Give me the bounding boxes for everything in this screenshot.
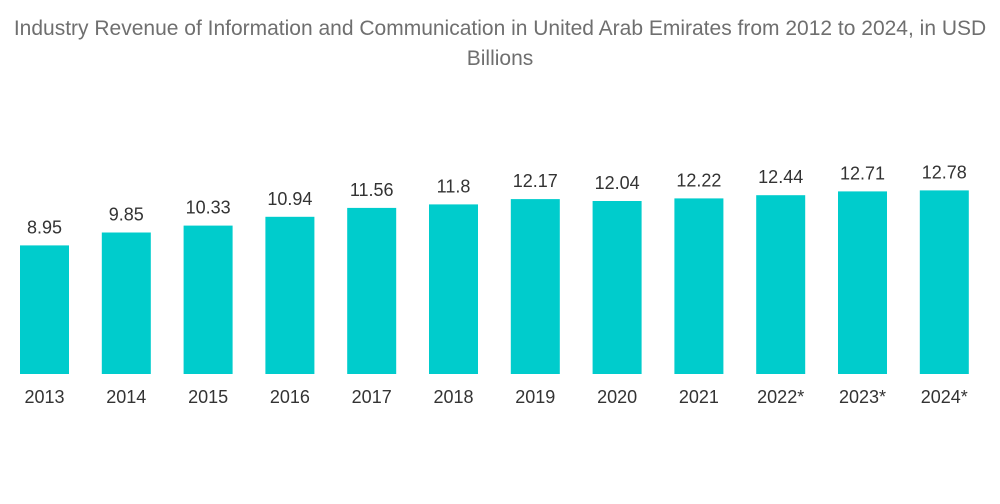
x-tick-label-2019: 2019 [515,387,555,407]
value-label-2022-forecast: 12.44 [758,167,803,187]
x-tick-label-2016: 2016 [270,387,310,407]
value-label-2020: 12.04 [595,173,640,193]
bar-2020 [592,201,642,374]
value-label-2019: 12.17 [513,171,558,191]
value-label-2016: 10.94 [267,189,312,209]
x-tick-label-2022-forecast: 2022* [757,387,804,407]
bar-2014 [101,232,151,374]
bar-2024-forecast [919,190,969,374]
x-tick-label-2017: 2017 [352,387,392,407]
value-label-2013: 8.95 [27,217,62,237]
x-tick-label-2014: 2014 [106,387,146,407]
bar-2022-forecast [756,195,806,374]
value-label-2023-forecast: 12.71 [840,163,885,183]
bar-2019 [510,199,560,374]
x-tick-label-2021: 2021 [679,387,719,407]
x-tick-labels-group: 2013 2014 2015 2016 2017 2018 2019 2020 2021 2022… [24,387,967,407]
x-tick-label-2023-forecast: 2023* [839,387,886,407]
bar-2018 [429,204,478,374]
x-tick-label-2018: 2018 [433,387,473,407]
value-label-2015: 10.33 [186,198,231,218]
bar-2017 [347,207,397,374]
bar-2015 [183,225,233,374]
bar-2013 [20,245,69,374]
x-tick-label-2013: 2013 [24,387,64,407]
value-labels-group: 8.95 9.85 10.33 10.94 11.56 11.8 12.17 12.04 12.… [27,162,967,237]
chart-title: Industry Revenue of Information and Comm… [13,17,987,70]
bar-2016 [265,216,315,374]
value-label-2018: 11.8 [437,176,471,196]
value-label-2024-forecast: 12.78 [922,162,967,182]
value-label-2021: 12.22 [676,170,721,190]
x-tick-label-2015: 2015 [188,387,228,407]
x-tick-label-2024-forecast: 2024* [921,387,968,407]
x-tick-label-2020: 2020 [597,387,637,407]
bar-2021 [674,198,724,374]
bars-group [20,190,969,374]
value-label-2017: 11.56 [350,180,394,200]
bar-2023-forecast [838,191,887,374]
value-label-2014: 9.85 [109,205,144,225]
